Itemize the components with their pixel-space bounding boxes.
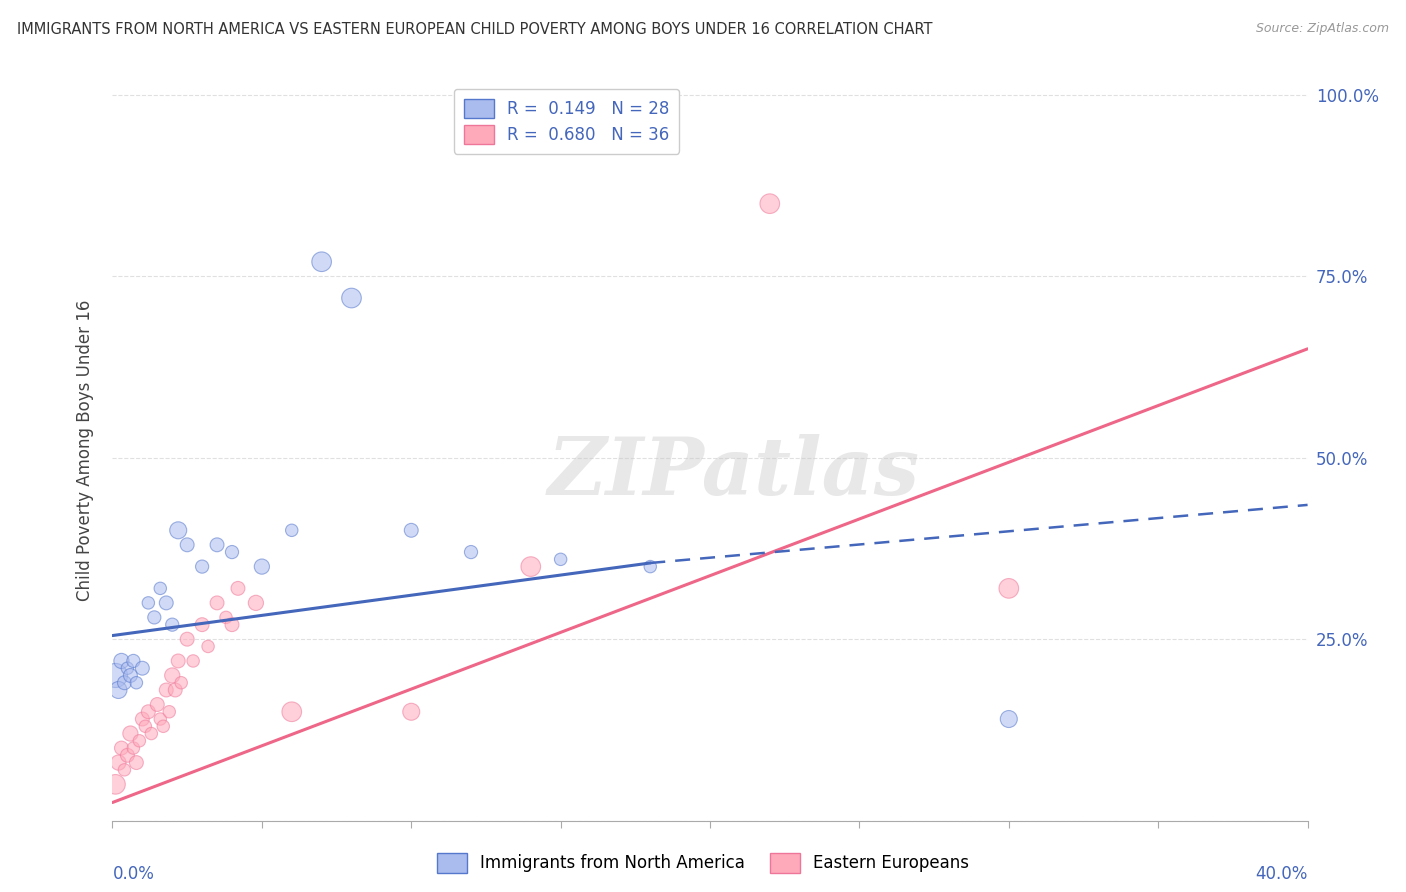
- Point: [117, 748, 139, 763]
- Point: [167, 654, 190, 668]
- Point: [460, 545, 482, 559]
- Point: [134, 719, 156, 733]
- Text: IMMIGRANTS FROM NORTH AMERICA VS EASTERN EUROPEAN CHILD POVERTY AMONG BOYS UNDER: IMMIGRANTS FROM NORTH AMERICA VS EASTERN…: [17, 22, 932, 37]
- Legend: Immigrants from North America, Eastern Europeans: Immigrants from North America, Eastern E…: [430, 847, 976, 880]
- Point: [311, 254, 333, 268]
- Point: [104, 668, 127, 682]
- Point: [998, 712, 1021, 726]
- Point: [162, 617, 183, 632]
- Point: [120, 726, 142, 740]
- Text: Source: ZipAtlas.com: Source: ZipAtlas.com: [1256, 22, 1389, 36]
- Point: [226, 582, 249, 596]
- Point: [162, 668, 183, 682]
- Point: [245, 596, 267, 610]
- Point: [550, 552, 572, 566]
- Point: [149, 582, 172, 596]
- Point: [250, 559, 273, 574]
- Point: [281, 705, 304, 719]
- Point: [176, 632, 198, 647]
- Text: 40.0%: 40.0%: [1256, 865, 1308, 883]
- Point: [149, 712, 172, 726]
- Text: 0.0%: 0.0%: [112, 865, 155, 883]
- Point: [340, 291, 363, 305]
- Point: [998, 582, 1021, 596]
- Point: [122, 741, 145, 756]
- Point: [117, 661, 139, 675]
- Point: [114, 675, 135, 690]
- Point: [157, 705, 180, 719]
- Point: [138, 596, 160, 610]
- Point: [104, 777, 127, 791]
- Text: ZIPatlas: ZIPatlas: [548, 434, 920, 511]
- Point: [125, 756, 148, 770]
- Point: [205, 538, 228, 552]
- Point: [520, 559, 543, 574]
- Point: [205, 596, 228, 610]
- Point: [138, 705, 160, 719]
- Point: [640, 559, 662, 574]
- Point: [152, 719, 174, 733]
- Point: [114, 763, 135, 777]
- Point: [191, 559, 214, 574]
- Point: [155, 596, 177, 610]
- Point: [281, 524, 304, 538]
- Point: [181, 654, 204, 668]
- Point: [110, 654, 132, 668]
- Point: [401, 705, 423, 719]
- Point: [197, 640, 219, 654]
- Point: [128, 733, 150, 747]
- Point: [221, 617, 243, 632]
- Point: [167, 524, 190, 538]
- Y-axis label: Child Poverty Among Boys Under 16: Child Poverty Among Boys Under 16: [76, 300, 94, 601]
- Point: [125, 675, 148, 690]
- Point: [165, 683, 187, 698]
- Point: [107, 756, 129, 770]
- Point: [122, 654, 145, 668]
- Point: [401, 524, 423, 538]
- Point: [146, 698, 169, 712]
- Point: [176, 538, 198, 552]
- Point: [141, 726, 163, 740]
- Point: [170, 675, 193, 690]
- Point: [110, 741, 132, 756]
- Point: [143, 610, 166, 624]
- Point: [155, 683, 177, 698]
- Point: [120, 668, 142, 682]
- Point: [131, 712, 153, 726]
- Point: [759, 196, 782, 211]
- Legend: R =  0.149   N = 28, R =  0.680   N = 36: R = 0.149 N = 28, R = 0.680 N = 36: [454, 88, 679, 153]
- Point: [107, 683, 129, 698]
- Point: [131, 661, 153, 675]
- Point: [191, 617, 214, 632]
- Point: [221, 545, 243, 559]
- Point: [215, 610, 238, 624]
